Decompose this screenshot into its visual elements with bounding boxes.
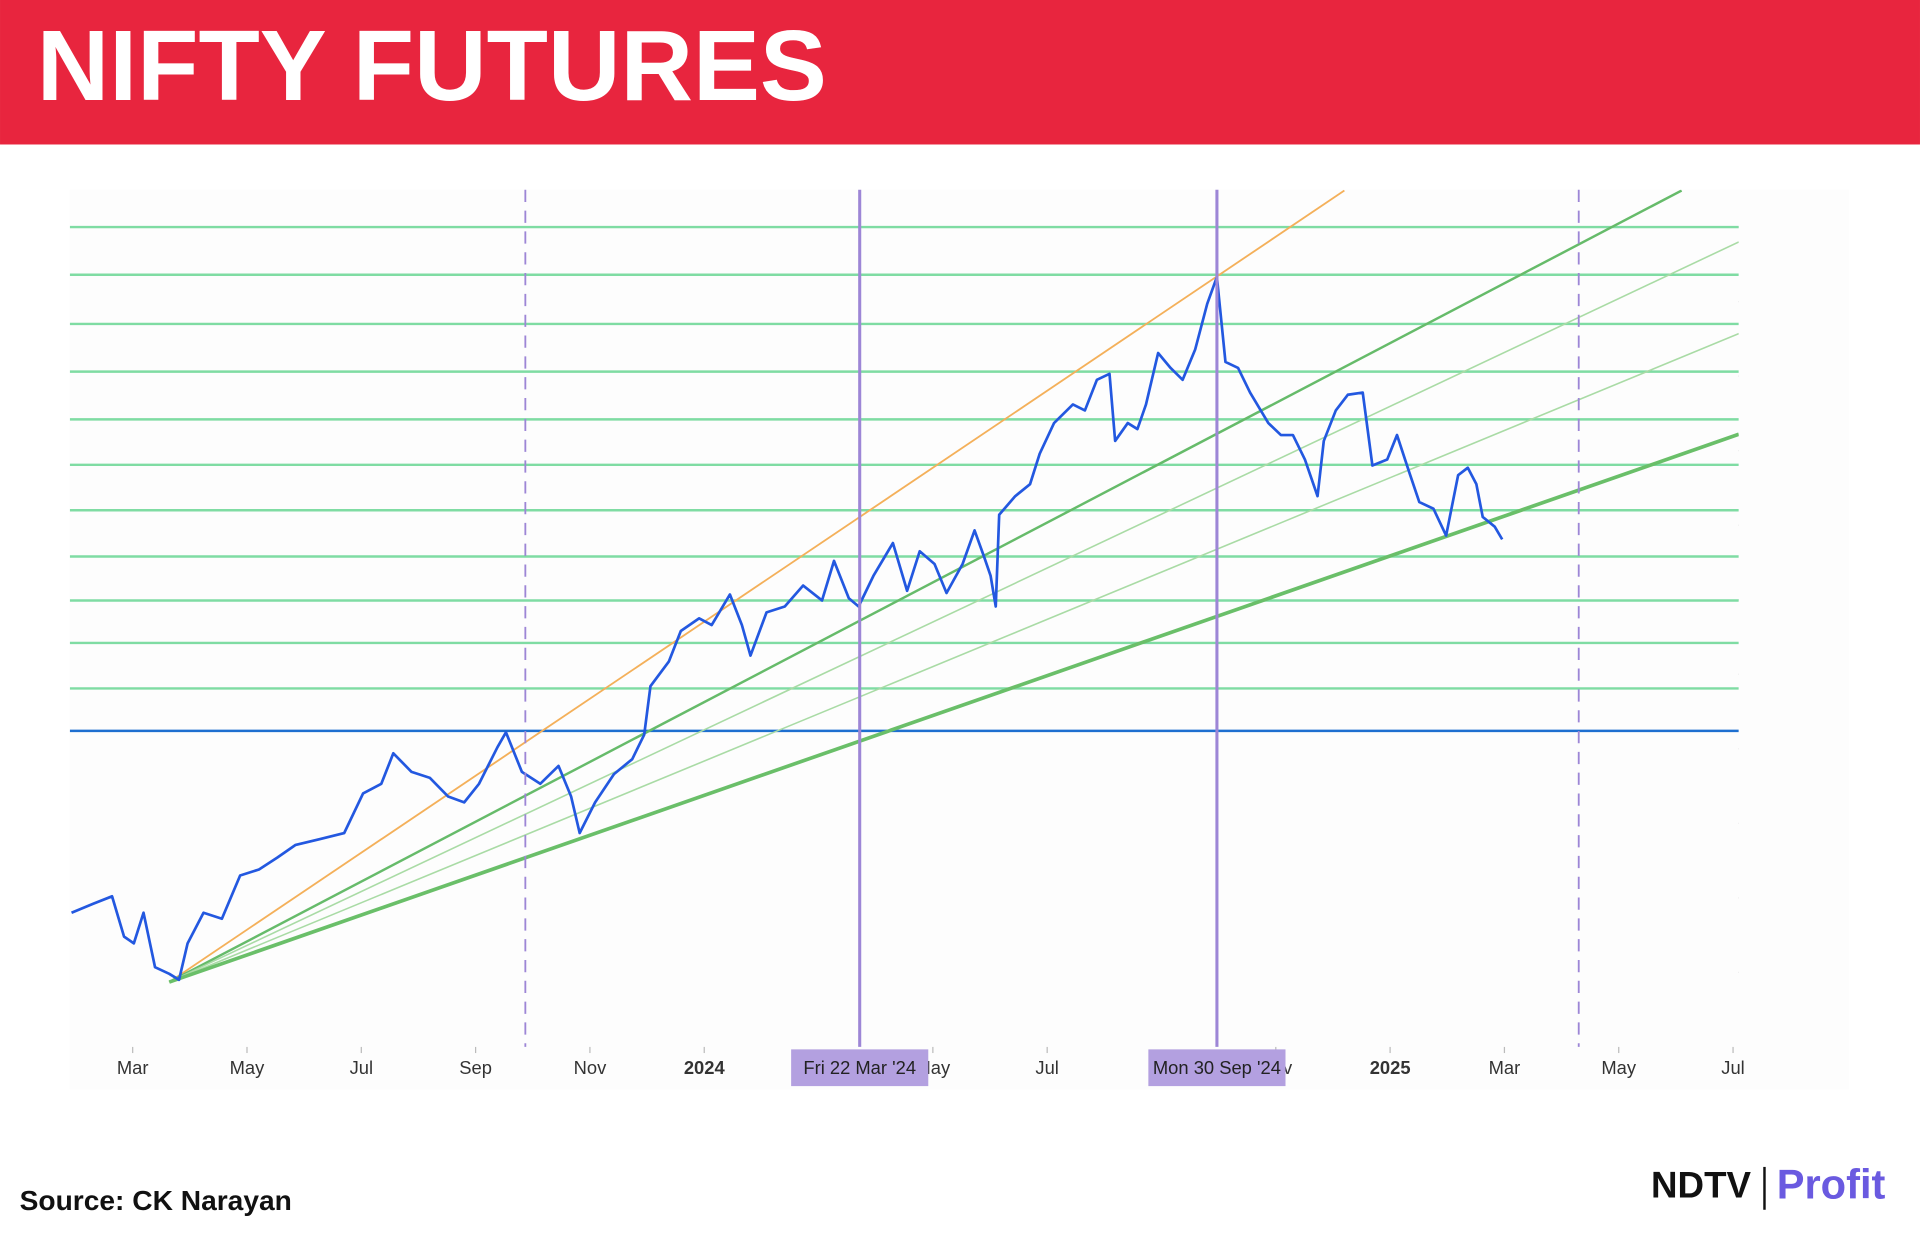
header-bar bbox=[0, 0, 1920, 145]
x-tick-label: 2024 bbox=[684, 1057, 726, 1078]
date-badge-label: Mon 30 Sep '24 bbox=[1153, 1057, 1281, 1078]
x-tick-label: May bbox=[230, 1057, 266, 1078]
trend-line bbox=[168, 189, 1683, 984]
page-title: NIFTY FUTURES bbox=[37, 10, 827, 122]
trend-line bbox=[168, 241, 1739, 983]
plot: 17,000.0018,000.0019,000.0020,000.0021,0… bbox=[69, 189, 1739, 984]
brand-product: Profit bbox=[1777, 1161, 1886, 1208]
x-tick-label: Jul bbox=[1721, 1057, 1744, 1078]
x-tick-label: Mar bbox=[117, 1057, 149, 1078]
x-tick-label: Jul bbox=[350, 1057, 373, 1078]
x-tick-label: Sep bbox=[459, 1057, 492, 1078]
source-note: Source: CK Narayan bbox=[20, 1185, 292, 1216]
price-line bbox=[71, 275, 1504, 982]
x-tick-label: Jul bbox=[1035, 1057, 1058, 1078]
x-tick-label: Nov bbox=[574, 1057, 607, 1078]
date-badge bbox=[1148, 1049, 1286, 1087]
date-badge bbox=[791, 1049, 929, 1087]
trend-line bbox=[168, 189, 1345, 983]
chart-area bbox=[69, 189, 1849, 1090]
x-tick-label: 2025 bbox=[1370, 1057, 1411, 1078]
x-tick-label: Mar bbox=[1489, 1057, 1521, 1078]
trend-line bbox=[168, 432, 1739, 984]
x-tick-label: May bbox=[1601, 1057, 1637, 1078]
date-badge-label: Fri 22 Mar '24 bbox=[803, 1057, 916, 1078]
trend-line bbox=[168, 332, 1739, 983]
brand-name: NDTV bbox=[1651, 1164, 1751, 1205]
